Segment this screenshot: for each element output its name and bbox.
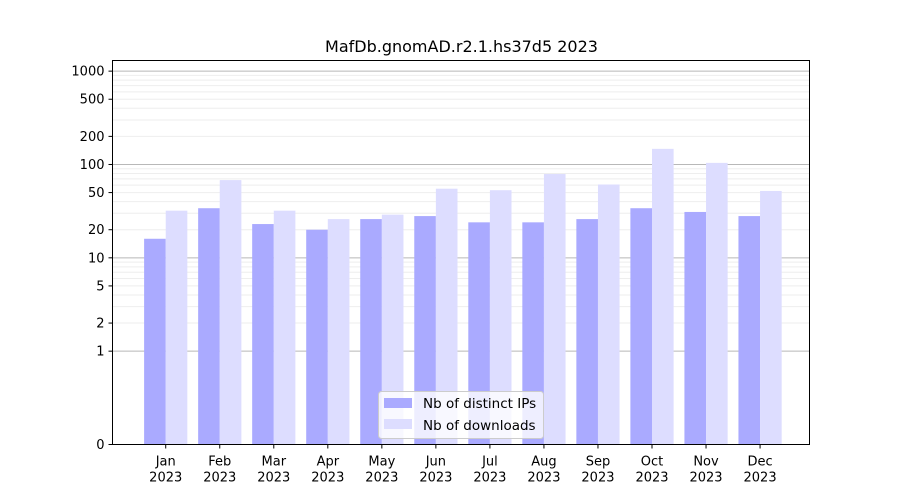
y-tick-label: 10: [88, 251, 105, 266]
legend-swatch-distinct-ips: [384, 398, 412, 408]
bar-distinct-ips: [576, 219, 598, 445]
y-tick-label: 500: [80, 93, 105, 108]
x-tick-label: Aug 2023: [527, 455, 560, 486]
plot-frame: [112, 60, 810, 445]
legend-label-distinct-ips: Nb of distinct IPs: [423, 396, 536, 412]
y-tick-label: 1: [96, 345, 104, 360]
bars-layer: [144, 148, 782, 445]
bar-distinct-ips: [360, 219, 382, 445]
x-tick-label: Sep 2023: [581, 455, 614, 486]
bar-downloads: [381, 214, 404, 445]
x-tick-label: Feb 2023: [203, 455, 236, 486]
x-tick-label: Apr 2023: [311, 455, 344, 486]
x-tick-label: Dec 2023: [744, 455, 777, 486]
legend-box: [378, 391, 544, 439]
x-tick-label: Oct 2023: [635, 455, 668, 486]
x-tick-label: Jan 2023: [149, 455, 182, 486]
bar-downloads: [327, 219, 350, 445]
y-tick-label: 2: [96, 317, 104, 332]
y-tick-label: 200: [80, 130, 105, 145]
bar-downloads: [219, 180, 242, 445]
y-tick-label: 20: [88, 223, 105, 238]
chart-title: MafDb.gnomAD.r2.1.hs37d5 2023: [325, 37, 598, 56]
x-tick-label: Jun 2023: [419, 455, 452, 486]
y-tick-label: 50: [88, 186, 105, 201]
bar-distinct-ips: [198, 208, 220, 445]
bar-distinct-ips: [738, 216, 761, 445]
y-tick-label: 1000: [71, 65, 104, 80]
y-tick-label: 0: [96, 438, 104, 453]
bar-distinct-ips: [252, 224, 274, 445]
bar-downloads: [651, 148, 674, 445]
x-tick-label: May 2023: [365, 455, 398, 486]
x-tick-label: Nov 2023: [689, 455, 722, 486]
bar-distinct-ips: [522, 222, 544, 445]
x-axis: Jan 2023 Feb 2023 Mar 2023 Apr 2023 May 2023 Jun 20…: [149, 444, 777, 486]
legend: Nb of distinct IPs Nb of downloads: [378, 391, 544, 439]
bar-distinct-ips: [630, 208, 652, 445]
bar-downloads: [597, 184, 620, 445]
bar-downloads: [706, 162, 728, 445]
y-tick-label: 5: [96, 279, 104, 294]
bar-downloads: [273, 210, 296, 445]
legend-label-downloads: Nb of downloads: [423, 418, 536, 434]
bar-distinct-ips: [414, 216, 436, 445]
legend-swatch-downloads: [384, 419, 412, 429]
bar-downloads: [760, 190, 782, 445]
x-tick-label: Mar 2023: [257, 455, 290, 486]
bar-downloads: [489, 190, 512, 445]
bar-distinct-ips: [144, 238, 166, 445]
bar-distinct-ips: [306, 229, 328, 445]
y-tick-label: 100: [80, 158, 105, 173]
x-tick-label: Jul 2023: [473, 455, 506, 486]
y-axis: 0 1 2 5 10 20 50 100 200 500 1000: [71, 65, 113, 453]
bar-distinct-ips: [684, 211, 707, 445]
bar-downloads: [165, 210, 188, 445]
bar-distinct-ips: [468, 222, 490, 445]
bar-downloads: [543, 174, 566, 445]
bar-downloads: [435, 188, 458, 445]
